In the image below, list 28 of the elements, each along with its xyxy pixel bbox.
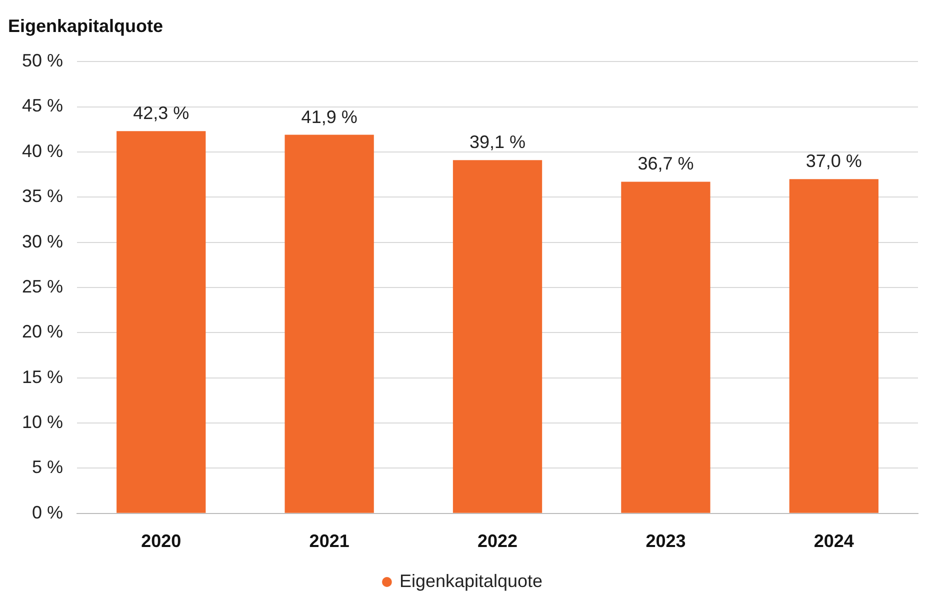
x-tick-label: 2020 [141,531,182,552]
data-label: 36,7 % [638,154,694,174]
data-label: 39,1 % [469,132,526,152]
y-tick-label: 45 % [22,96,64,116]
y-tick-label: 50 % [22,50,64,71]
bar [789,179,878,513]
data-label: 41,9 % [301,106,358,127]
x-tick-label: 2022 [477,531,518,552]
y-tick-label: 15 % [22,366,64,387]
data-label: 37,0 % [806,151,862,172]
bar [284,134,374,513]
y-tick-label: 35 % [22,186,64,206]
x-tick-label: 2024 [814,531,854,552]
y-tick-label: 25 % [22,276,64,296]
y-tick-label: 10 % [22,412,64,432]
y-tick-label: 5 % [32,457,64,478]
x-tick-label: 2023 [646,531,686,552]
y-tick-label: 40 % [22,140,64,161]
x-tick-label: 2021 [309,531,350,552]
chart-title: Eigenkapitalquote [8,16,164,36]
bar [452,160,542,513]
y-tick-label: 0 % [32,502,64,522]
data-label: 42,3 % [133,103,190,124]
y-tick-label: 20 % [22,322,64,342]
bar [116,131,206,513]
bar [621,182,710,513]
y-tick-label: 30 % [22,231,64,252]
legend-label: Eigenkapitalquote [399,570,543,591]
